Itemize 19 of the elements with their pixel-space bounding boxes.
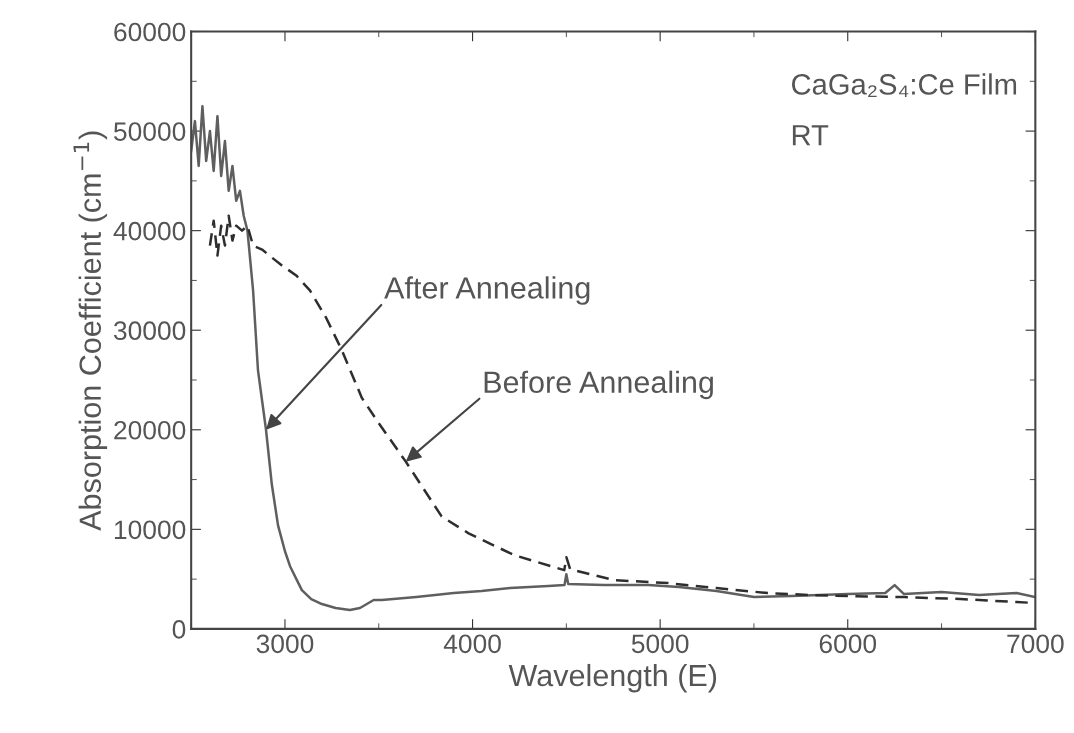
annotation: Before Annealing <box>484 370 713 400</box>
x-tick-label: 5000 <box>631 634 689 654</box>
y-tick-label: 40000 <box>113 221 186 241</box>
x-tick-label: 4000 <box>443 634 501 654</box>
x-tick-label: 7000 <box>1007 634 1064 654</box>
y-tick-label: 10000 <box>114 520 186 540</box>
y-tick-label: 20000 <box>114 420 186 440</box>
y-tick-label: 30000 <box>113 321 186 341</box>
annotation: RT <box>792 125 829 146</box>
line-series <box>191 104 1036 612</box>
x-axis-title: Wavelength (E) <box>508 663 717 693</box>
annotation: After Annealing <box>384 276 590 305</box>
y-tick-label: 0 <box>172 620 186 639</box>
x-tick-label: 6000 <box>819 634 877 654</box>
y-tick-label: 50000 <box>113 122 186 141</box>
x-tick-label: 3000 <box>256 634 314 654</box>
y-tick-label: 60000 <box>114 22 186 42</box>
annotation: CaGa₂S₄:Ce Film <box>792 73 1017 97</box>
y-axis-title: Absorption Coefficient (cm$^{−1}$) <box>73 131 108 531</box>
